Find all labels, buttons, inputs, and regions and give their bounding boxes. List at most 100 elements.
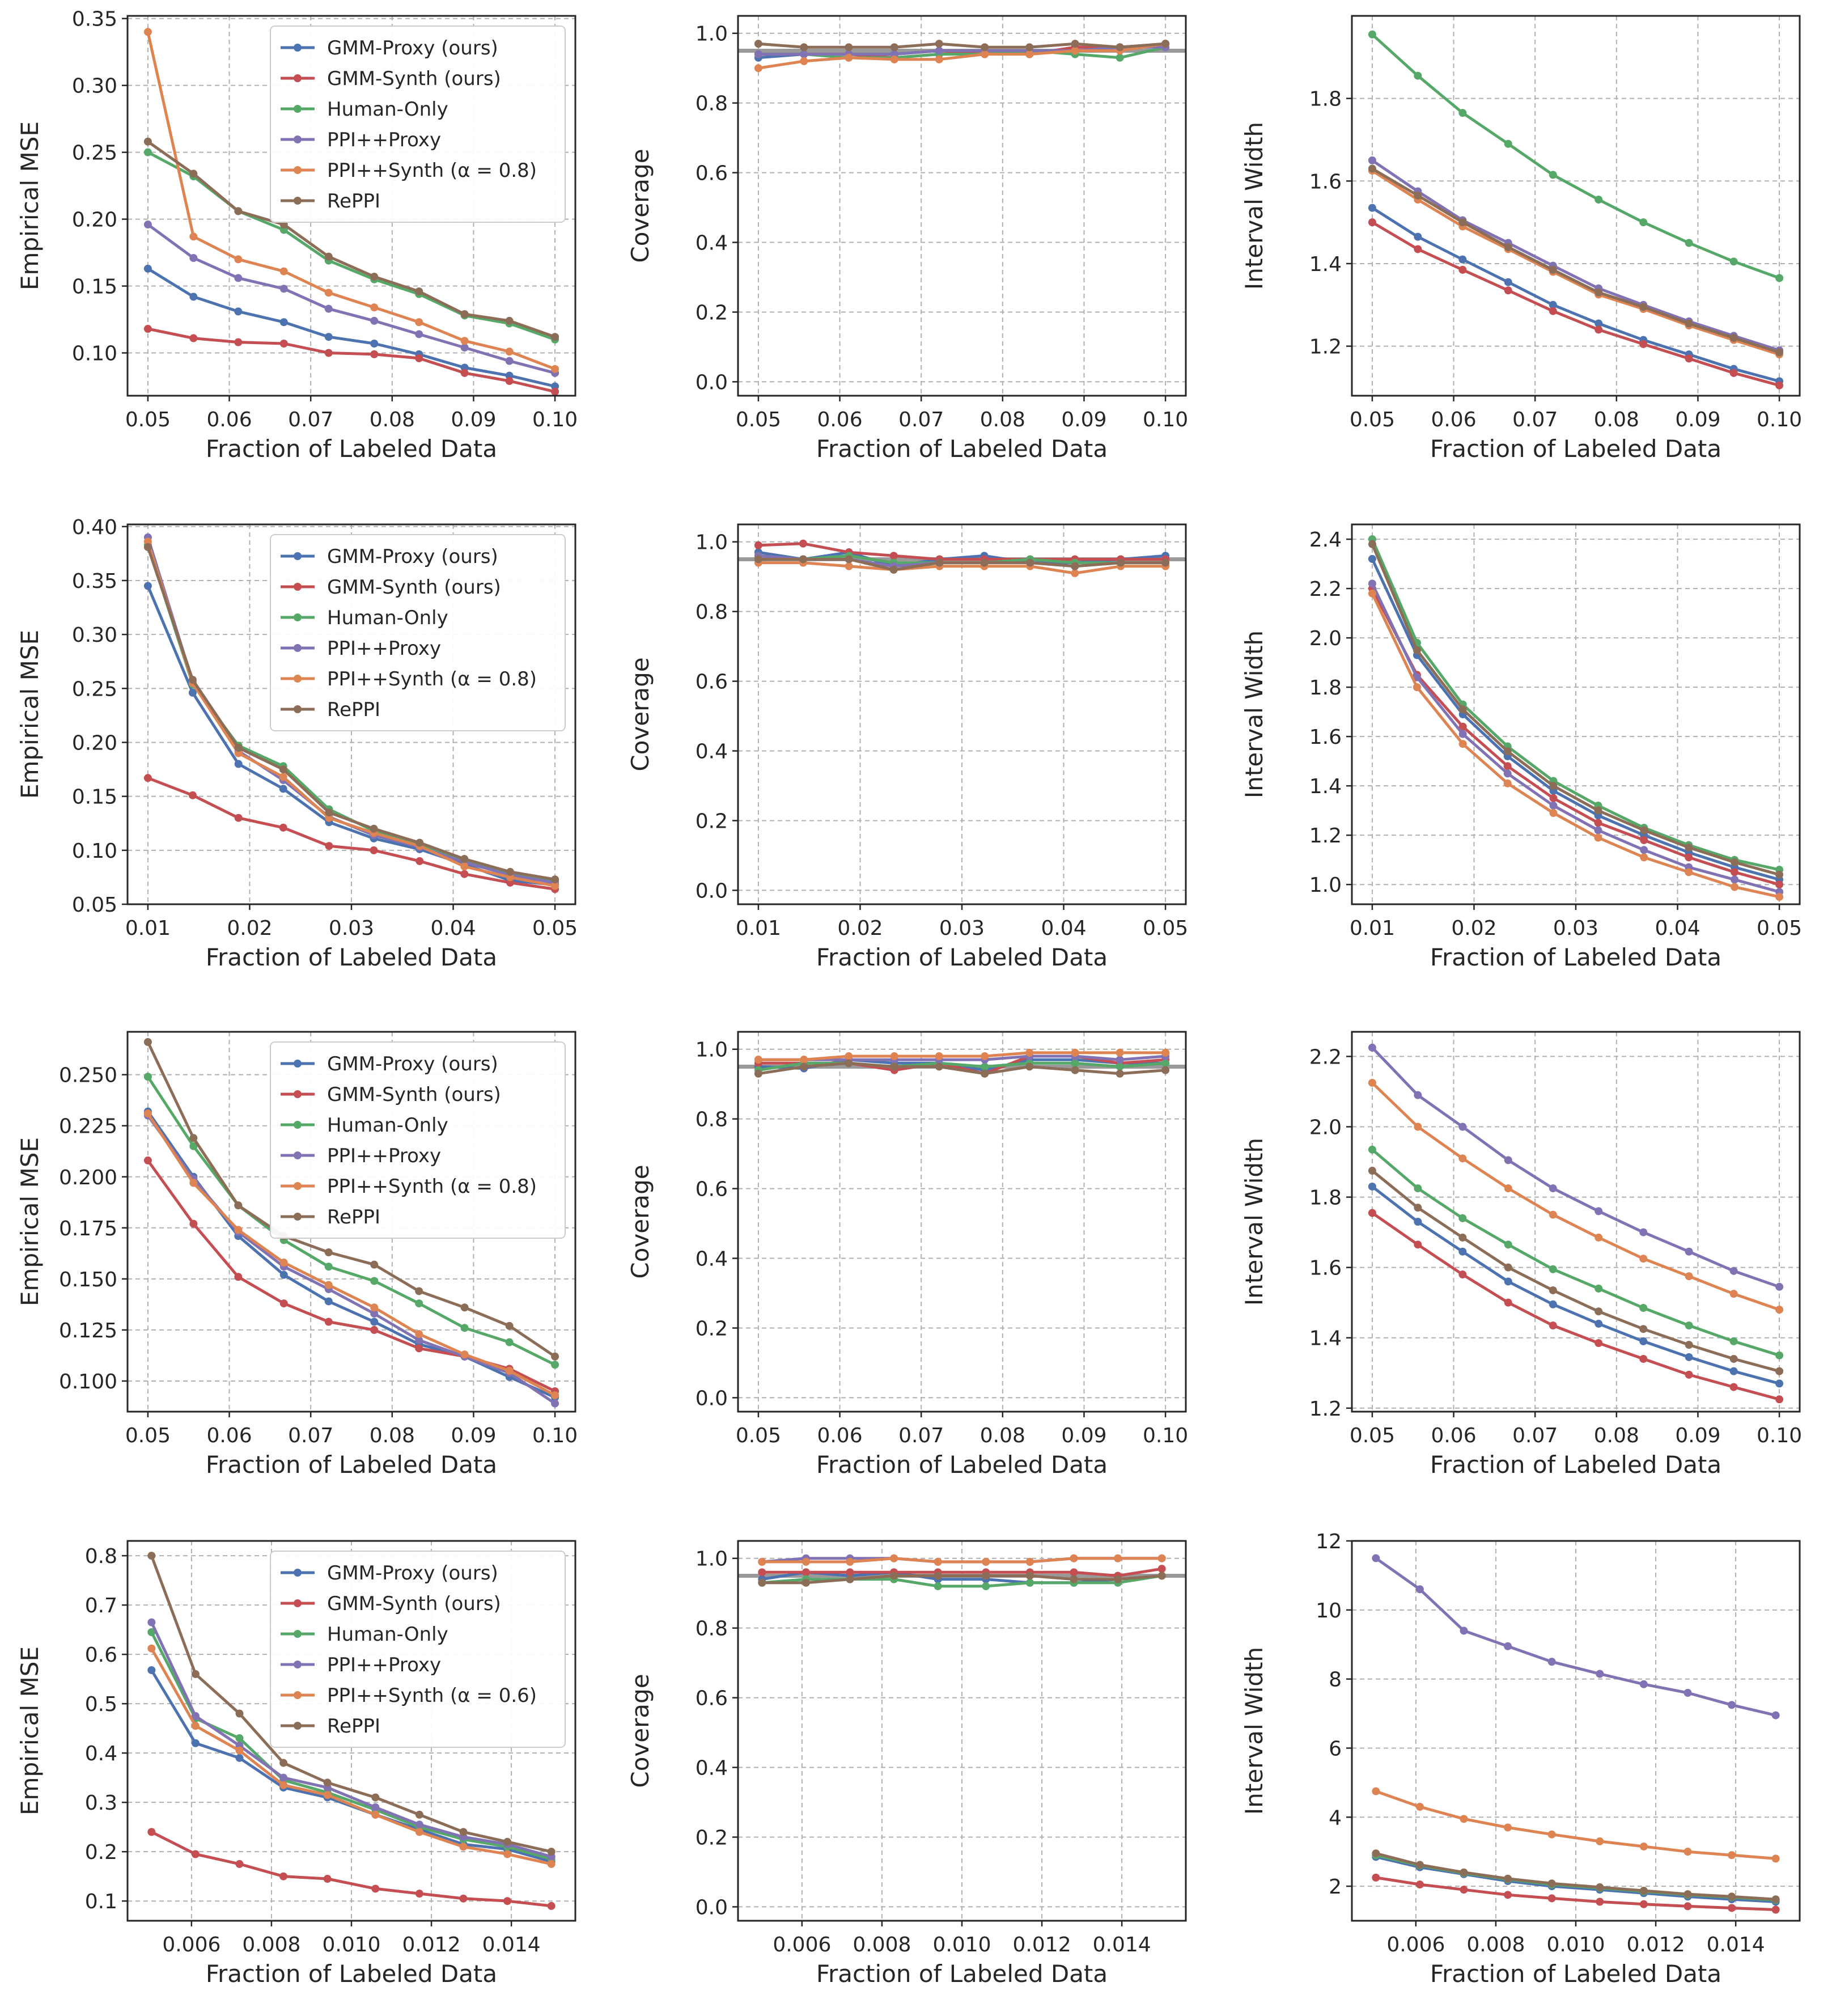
data-point (1731, 883, 1739, 891)
series-line (1371, 159, 1781, 352)
data-point (1504, 1156, 1512, 1164)
data-point (1685, 853, 1693, 862)
legend-marker (294, 583, 302, 591)
y-tick-label: 0.10 (72, 342, 117, 366)
data-point (1504, 278, 1512, 286)
data-point (415, 1344, 423, 1353)
data-point (551, 365, 559, 373)
data-point (981, 1052, 989, 1061)
data-point (935, 1052, 943, 1061)
data-point (147, 1828, 156, 1836)
data-point (415, 318, 423, 327)
legend-box (270, 1041, 566, 1239)
data-point (1685, 843, 1693, 852)
y-tick-label: 0.1 (85, 1890, 117, 1913)
y-axis-label: Empirical MSE (16, 1137, 44, 1306)
legend: GMM-Proxy (ours) GMM-Synth (ours) Human-On… (270, 1041, 566, 1239)
x-tick-label: 0.10 (1757, 1424, 1802, 1447)
legend-marker (294, 1151, 302, 1159)
data-point (800, 1056, 808, 1064)
data-point (191, 1722, 200, 1730)
y-tick-label: 12 (1316, 1530, 1342, 1553)
data-point (505, 1338, 514, 1346)
data-point (1729, 1383, 1738, 1391)
x-tick-label: 0.06 (817, 408, 862, 431)
data-point (982, 1582, 990, 1590)
data-point (143, 1156, 152, 1164)
data-point (143, 148, 152, 156)
data-point (551, 1391, 559, 1400)
data-point (935, 558, 944, 567)
x-axis-label: Fraction of Labeled Data (816, 1451, 1108, 1479)
y-tick-label: 0.25 (72, 677, 117, 701)
y-tick-label: 10 (1316, 1599, 1342, 1623)
x-axis-label: Fraction of Labeled Data (206, 943, 497, 971)
series-line (1371, 206, 1781, 383)
data-point (1639, 340, 1648, 348)
data-point (1594, 319, 1603, 328)
data-point (981, 50, 989, 58)
y-tick-label: 4 (1329, 1806, 1342, 1829)
data-point (279, 1872, 288, 1881)
data-point (890, 43, 898, 52)
series-line (1371, 169, 1781, 356)
y-tick-label: 0.10 (72, 840, 117, 863)
data-point (460, 862, 469, 871)
data-point (191, 1739, 200, 1747)
data-point (889, 565, 898, 574)
data-point (1504, 1823, 1512, 1832)
data-point (1368, 30, 1376, 39)
y-tick-label: 0.15 (72, 276, 117, 299)
data-point (1683, 1848, 1692, 1856)
data-point (1639, 1843, 1648, 1851)
data-point (370, 316, 379, 325)
data-point (1025, 43, 1034, 52)
data-point (1594, 288, 1603, 297)
data-point (459, 1843, 468, 1851)
data-point (1071, 46, 1079, 55)
legend-label: Human-Only (327, 1114, 448, 1137)
x-tick-label: 0.09 (1061, 1424, 1106, 1447)
data-point (1640, 836, 1648, 844)
data-point (279, 1299, 288, 1308)
data-point (1640, 846, 1648, 854)
data-point (846, 1557, 854, 1566)
data-point (1414, 1184, 1422, 1193)
y-tick-label: 0.6 (696, 162, 728, 185)
data-point (1025, 1557, 1034, 1566)
x-tick-label: 0.09 (1675, 1424, 1720, 1447)
data-point (1368, 1209, 1376, 1217)
data-point (1114, 1554, 1122, 1562)
x-tick-label: 0.05 (1143, 917, 1188, 940)
data-point (1504, 1184, 1512, 1193)
x-tick-label: 0.01 (1350, 917, 1395, 940)
series-line (146, 776, 557, 891)
data-point (1775, 880, 1784, 889)
x-tick-label: 0.012 (1627, 1933, 1685, 1956)
data-point (1594, 833, 1602, 842)
data-point (1458, 265, 1467, 274)
y-tick-label: 0.6 (696, 671, 728, 694)
data-point (1414, 1123, 1422, 1131)
data-point (415, 1336, 423, 1344)
y-tick-label: 0.2 (85, 1841, 117, 1864)
data-point (1685, 1341, 1693, 1349)
data-point (982, 1572, 990, 1580)
series-line (146, 540, 557, 888)
legend-label: GMM-Synth (ours) (327, 67, 501, 90)
plot-frame (737, 15, 1187, 397)
x-tick-label: 0.09 (1675, 408, 1720, 431)
data-point (234, 814, 243, 822)
y-tick-label: 0.5 (85, 1693, 117, 1716)
y-tick-label: 0.125 (59, 1319, 117, 1342)
data-point (1685, 354, 1693, 363)
series-line (146, 545, 557, 881)
y-tick-label: 1.4 (1309, 253, 1342, 276)
data-point (415, 287, 423, 295)
data-point (1415, 1881, 1424, 1889)
subplot-r2c1: 0.01 0.02 0.03 0.04 0.05 0.05 0.10 0.15 0.20 0.25… (16, 516, 578, 971)
data-point (1025, 1572, 1034, 1580)
data-point (1685, 239, 1693, 247)
data-point (1458, 1270, 1467, 1279)
data-point (845, 53, 853, 62)
